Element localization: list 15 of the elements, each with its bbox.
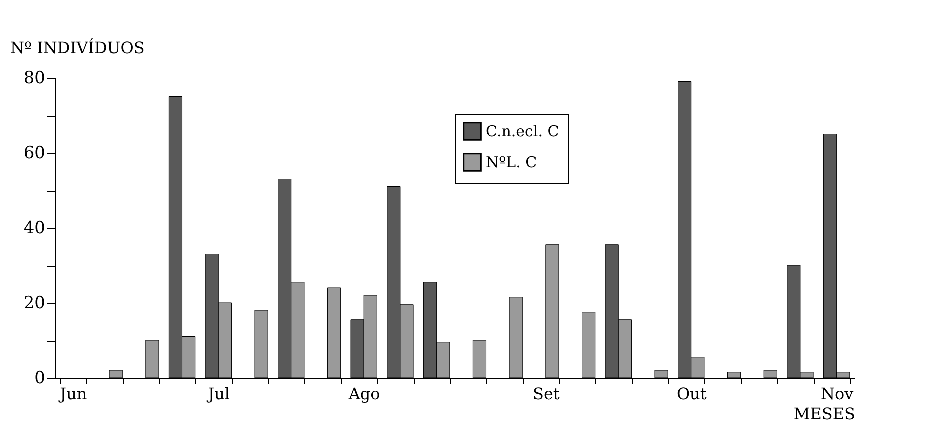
x-tick-label: Nov xyxy=(820,384,854,404)
y-tick-label: 40 xyxy=(24,218,46,238)
x-tick-label: Set xyxy=(532,384,560,404)
y-axis-title: Nº INDIVÍDUOS xyxy=(10,38,145,58)
y-tick-label: 0 xyxy=(34,368,46,388)
y-tick-label: 80 xyxy=(24,68,46,88)
x-axis-title: MESES xyxy=(794,404,856,424)
y-tick-label: 20 xyxy=(24,294,46,314)
x-tick-label: Jul xyxy=(206,384,230,404)
x-tick-label: Ago xyxy=(348,384,380,404)
y-tick-label: 60 xyxy=(24,144,46,164)
legend-label: NºL. C xyxy=(486,154,538,172)
x-tick-label: Jun xyxy=(58,384,88,404)
x-tick-label: Out xyxy=(676,384,708,404)
legend-label: C.n.ecl. C xyxy=(486,122,560,140)
